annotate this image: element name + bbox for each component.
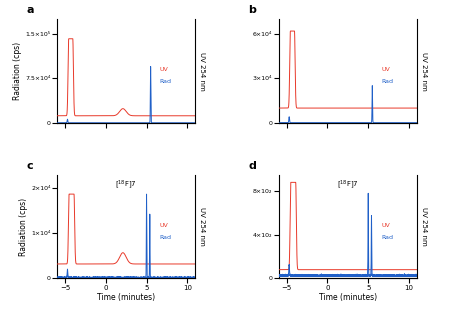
Text: Rad: Rad <box>381 235 393 240</box>
Text: Rad: Rad <box>381 79 393 84</box>
Y-axis label: UV 254 nm: UV 254 nm <box>421 52 427 91</box>
Text: UV: UV <box>159 67 168 72</box>
X-axis label: Time (minutes): Time (minutes) <box>319 293 377 302</box>
Text: UV: UV <box>381 67 390 72</box>
Text: Rad: Rad <box>159 79 172 84</box>
Text: [$^{18}$F]7: [$^{18}$F]7 <box>337 179 359 191</box>
Text: d: d <box>248 161 256 171</box>
Y-axis label: UV 254 nm: UV 254 nm <box>199 207 205 246</box>
Y-axis label: Radiation (cps): Radiation (cps) <box>13 42 22 100</box>
Text: a: a <box>27 5 34 15</box>
Text: [$^{18}$F]7: [$^{18}$F]7 <box>115 179 137 191</box>
Y-axis label: Radiation (cps): Radiation (cps) <box>19 197 28 256</box>
Text: Rad: Rad <box>159 235 172 240</box>
X-axis label: Time (minutes): Time (minutes) <box>97 293 155 302</box>
Y-axis label: UV 254 nm: UV 254 nm <box>199 52 205 91</box>
Y-axis label: UV 254 nm: UV 254 nm <box>421 207 427 246</box>
Text: b: b <box>248 5 256 15</box>
Text: UV: UV <box>159 222 168 228</box>
Text: c: c <box>27 161 33 171</box>
Text: UV: UV <box>381 222 390 228</box>
